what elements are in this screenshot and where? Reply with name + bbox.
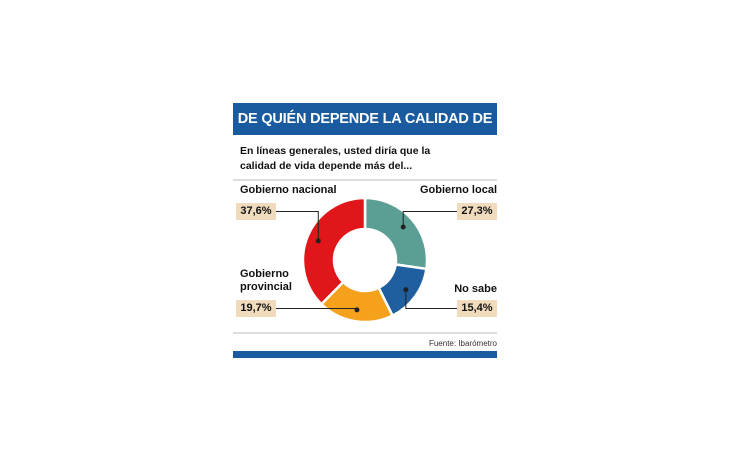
leader-dot [315, 238, 321, 244]
bottom-bar [233, 351, 497, 358]
leader-line [405, 289, 457, 309]
value-label: 37,6% [236, 203, 276, 220]
category-label: Gobierno provincial [240, 268, 292, 293]
category-label: Gobierno local [419, 184, 497, 196]
value-label: 27,3% [457, 203, 497, 220]
leader-line [276, 211, 319, 241]
value-label: 19,7% [236, 300, 276, 317]
slice [363, 196, 429, 271]
value-label: 15,4% [457, 300, 497, 317]
category-label: Gobierno nacional [240, 184, 337, 196]
leader-dot [403, 287, 409, 293]
leader-line [402, 211, 457, 227]
subtitle: En líneas generales, usted diría que la … [240, 145, 431, 172]
category-label: No sabe [454, 283, 497, 295]
chart-title: DE QUIÉN DEPENDE LA CALIDAD DE VIDA [233, 103, 497, 159]
source: Fuente: Ibarómetro [428, 339, 497, 348]
leader-dot [400, 224, 406, 230]
leader-dot [354, 307, 360, 313]
slice [301, 196, 367, 306]
